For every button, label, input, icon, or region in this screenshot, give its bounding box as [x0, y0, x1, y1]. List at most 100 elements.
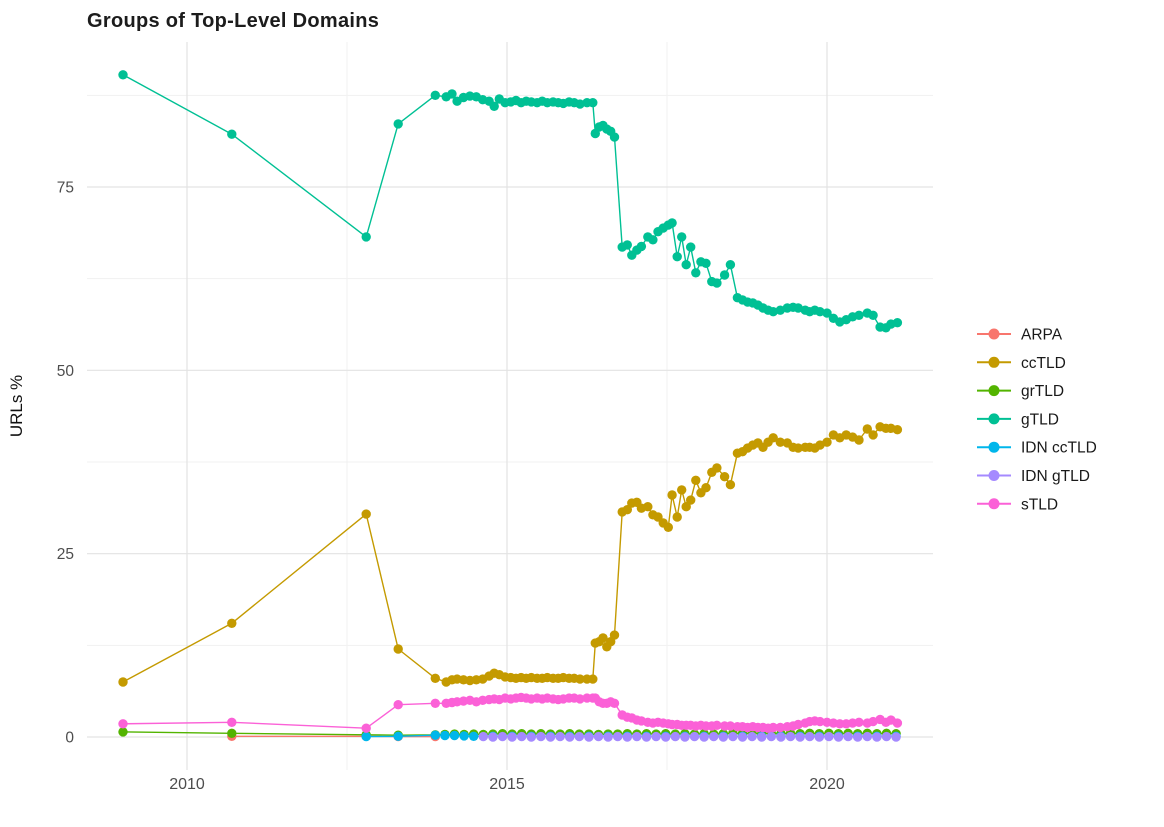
data-point	[227, 129, 237, 139]
data-point	[728, 731, 738, 742]
data-point	[776, 732, 786, 742]
chart-title: Groups of Top-Level Domains	[87, 10, 379, 32]
legend-key-dot	[988, 498, 1000, 510]
data-point	[440, 730, 450, 741]
data-point	[725, 260, 736, 270]
data-point	[603, 732, 613, 742]
data-point	[609, 132, 620, 142]
data-point	[497, 731, 508, 742]
legend-item-gTLD: gTLD	[977, 411, 1059, 428]
data-point	[699, 732, 709, 742]
data-point	[393, 700, 403, 710]
data-point	[737, 732, 748, 742]
data-point	[643, 502, 653, 512]
data-point	[701, 258, 711, 268]
data-point	[892, 318, 903, 328]
data-point	[691, 475, 701, 485]
legend-key-dot	[988, 470, 1000, 481]
series-sTLD	[118, 692, 903, 733]
data-point	[622, 505, 632, 515]
data-point	[227, 717, 237, 727]
data-point	[430, 673, 440, 683]
data-point	[681, 260, 691, 270]
data-point	[641, 732, 652, 742]
data-point	[393, 644, 403, 654]
data-point	[709, 731, 719, 742]
y-axis-title: URLs %	[7, 375, 26, 437]
data-point	[118, 70, 128, 80]
data-point	[574, 731, 584, 742]
data-point	[593, 731, 604, 742]
data-point	[459, 731, 469, 741]
data-point	[785, 731, 796, 742]
data-point	[613, 731, 623, 742]
data-point	[843, 731, 853, 742]
data-point	[636, 241, 647, 252]
y-tick-label: 25	[57, 546, 74, 563]
data-point	[632, 731, 642, 742]
legend-label: IDN ccTLD	[1021, 440, 1097, 457]
data-point	[677, 485, 687, 495]
data-point	[584, 732, 594, 742]
data-point	[853, 732, 863, 742]
data-point	[712, 463, 722, 473]
data-point	[667, 490, 677, 500]
data-point	[768, 722, 778, 733]
y-tick-label: 75	[57, 180, 74, 197]
x-tick-label: 2020	[809, 776, 845, 793]
data-point	[712, 278, 722, 288]
data-point	[545, 732, 556, 742]
data-point	[854, 310, 864, 320]
data-point	[430, 730, 440, 740]
legend-item-IDN-gTLD: IDN gTLD	[977, 468, 1090, 485]
data-point	[555, 731, 565, 742]
data-point	[768, 433, 778, 443]
legend-key-dot	[988, 441, 1000, 453]
data-point	[361, 723, 371, 733]
data-point	[449, 730, 460, 741]
data-point	[118, 719, 128, 729]
data-point	[872, 732, 882, 742]
data-point	[598, 633, 608, 643]
legend-item-grTLD: grTLD	[977, 383, 1064, 400]
data-point	[361, 232, 371, 242]
data-point	[677, 232, 687, 242]
data-point	[725, 480, 736, 490]
data-point	[725, 721, 736, 731]
data-point	[575, 674, 585, 684]
data-point	[822, 308, 832, 318]
data-point	[822, 437, 832, 447]
legend-label: ARPA	[1021, 327, 1063, 344]
y-tick-label: 50	[57, 363, 75, 380]
data-point	[507, 732, 517, 742]
legend-key-dot	[988, 328, 1000, 340]
legend-item-ccTLD: ccTLD	[977, 355, 1066, 372]
x-tick-label: 2015	[489, 776, 525, 793]
data-point	[862, 424, 872, 434]
data-point	[775, 722, 785, 733]
data-point	[622, 732, 632, 742]
data-series-layer	[118, 70, 903, 742]
data-point	[681, 502, 691, 512]
data-point	[393, 119, 403, 129]
legend-key-dot	[988, 413, 1000, 425]
data-point	[805, 731, 815, 742]
data-point	[862, 731, 872, 742]
data-point	[118, 727, 128, 737]
data-point	[430, 698, 440, 708]
legend-label: gTLD	[1021, 411, 1059, 428]
data-point	[686, 495, 696, 505]
data-point	[672, 252, 682, 262]
data-point	[663, 522, 673, 532]
series-IDN-gTLD	[478, 731, 901, 742]
data-point	[868, 310, 878, 320]
legend-item-sTLD: sTLD	[977, 496, 1058, 513]
data-point	[795, 732, 805, 742]
data-point	[768, 307, 778, 317]
series-ccTLD	[118, 422, 903, 687]
data-point	[672, 512, 682, 522]
data-point	[622, 240, 632, 250]
data-point	[227, 618, 237, 628]
